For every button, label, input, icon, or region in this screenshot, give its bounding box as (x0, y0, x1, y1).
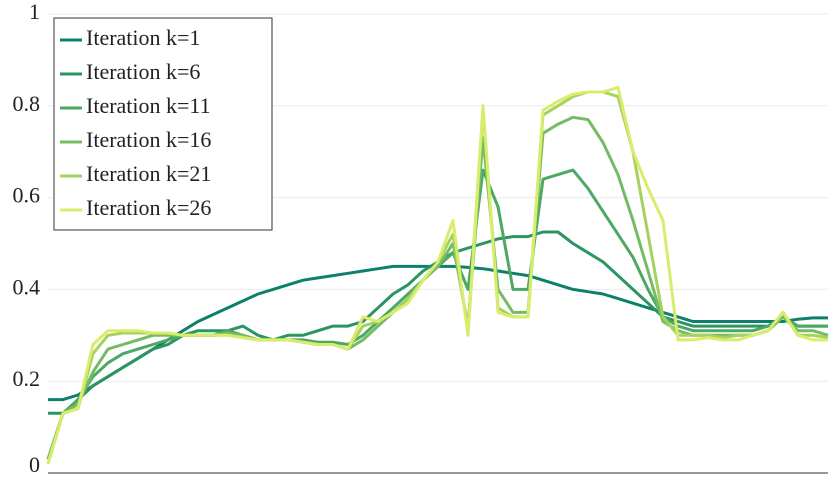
legend-label: Iteration k=6 (86, 59, 200, 84)
y-tick-label: 0.6 (13, 183, 41, 208)
legend-label: Iteration k=16 (86, 127, 211, 152)
y-tick-label: 0.2 (13, 366, 41, 391)
legend: Iteration k=1 Iteration k=6 Iteration k=11… (53, 17, 273, 231)
y-tick-label: 0 (29, 452, 40, 477)
y-tick-label: 1 (29, 0, 40, 24)
legend-label: Iteration k=26 (86, 195, 211, 220)
legend-label: Iteration k=21 (86, 161, 211, 186)
series-line (46, 85, 828, 465)
legend-label: Iteration k=11 (86, 93, 211, 118)
legend-box (53, 17, 273, 231)
y-tick-label: 0.4 (13, 274, 41, 299)
y-tick-label: 0.8 (13, 91, 41, 116)
legend-label: Iteration k=1 (86, 25, 200, 50)
